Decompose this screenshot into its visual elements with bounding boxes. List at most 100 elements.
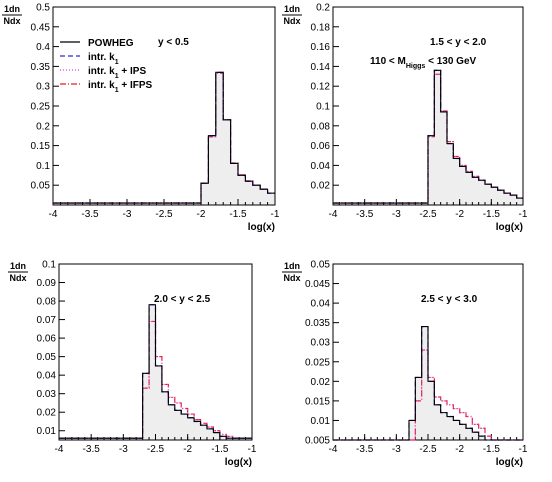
series-powheg <box>333 69 523 204</box>
y-axis-label-numerator: 1dn <box>10 261 26 271</box>
y-tick-label: 0.25 <box>31 102 51 113</box>
y-axis-label-denominator: Ndx <box>9 273 26 283</box>
x-tick-label: -4 <box>55 444 64 455</box>
y-tick-label: 0.06 <box>311 141 331 152</box>
y-tick-label: 0.18 <box>311 22 331 33</box>
series-powheg <box>333 326 523 441</box>
x-axis-label: log(x) <box>496 457 523 468</box>
y-tick-label: 0.03 <box>37 389 57 400</box>
panel-bottom-right: -4 -3.5 -3 -2.5 -2 -1.5 -1 0.005 0.01 0.015 0.02 0.… <box>282 260 528 468</box>
y-tick-label: 0.09 <box>37 278 57 289</box>
x-tick-label: -3.5 <box>356 209 374 220</box>
y-tick-label: 0.025 <box>305 357 330 368</box>
y-axis-label-denominator: Ndx <box>283 16 300 26</box>
x-tick-label: -1.5 <box>483 444 501 455</box>
y-tick-label: 0.045 <box>305 279 330 290</box>
y-tick-label: 0.06 <box>37 334 57 345</box>
y-tick-label: 0.2 <box>316 3 330 14</box>
legend-label: intr. k1 + IFPS <box>88 80 153 94</box>
panel-title: 2.5 < y < 3.0 <box>421 294 478 305</box>
x-tick-label: -4 <box>49 209 58 220</box>
y-tick-label: 0.08 <box>37 297 57 308</box>
powheg-fill <box>333 326 523 440</box>
x-axis-label: log(x) <box>496 222 523 233</box>
y-tick-label: 0.035 <box>305 318 330 329</box>
legend-label: intr. k1 + IPS <box>88 66 146 80</box>
x-tick-label: -1.5 <box>483 209 501 220</box>
panel-title: y < 0.5 <box>158 37 189 48</box>
powheg-fill <box>53 72 275 205</box>
x-tick-label: -3.5 <box>81 209 99 220</box>
y-axis-label-numerator: 1dn <box>284 4 300 14</box>
x-axis-label: log(x) <box>225 457 252 468</box>
y-tick-label: 0.02 <box>37 408 57 419</box>
x-tick-label: -2 <box>183 444 192 455</box>
x-tick-label: -1.5 <box>229 209 247 220</box>
y-tick-label: 0.16 <box>311 42 331 53</box>
panel-top-right: -4 -3.5 -3 -2.5 -2 -1.5 -1 0.02 0.04 0.06 0.08 0.1 0… <box>282 3 528 233</box>
y-tick-label: 0.15 <box>31 141 51 152</box>
y-tick-label: 0.005 <box>305 436 330 447</box>
y-tick-label: 0.04 <box>311 299 331 310</box>
y-axis-label-numerator: 1dn <box>284 261 300 271</box>
x-axis-label: log(x) <box>248 222 275 233</box>
y-tick-label: 0.14 <box>311 62 331 73</box>
panel-title: 2.0 < y < 2.5 <box>154 294 211 305</box>
x-tick-label: -1.5 <box>211 444 229 455</box>
y-tick-label: 0.3 <box>36 82 50 93</box>
y-tick-label: 0.015 <box>305 396 330 407</box>
x-tick-label: -2 <box>197 209 206 220</box>
x-tick-label: -2 <box>455 444 464 455</box>
powheg-fill <box>59 304 252 440</box>
y-tick-label: 0.05 <box>37 352 57 363</box>
y-tick-label: 0.03 <box>311 338 331 349</box>
x-tick-label: -3.5 <box>83 444 101 455</box>
y-axis-label-denominator: Ndx <box>3 16 20 26</box>
x-tick-label: -3.5 <box>356 444 374 455</box>
y-tick-label: 0.5 <box>36 3 50 14</box>
x-tick-label: -2.5 <box>147 444 165 455</box>
series-powheg <box>59 304 252 439</box>
y-tick-label: 0.04 <box>311 161 331 172</box>
legend-label: intr. k1 <box>88 52 119 66</box>
x-tick-label: -2 <box>455 209 464 220</box>
y-tick-label: 0.12 <box>311 82 331 93</box>
y-tick-label: 0.05 <box>311 260 331 271</box>
x-tick-label: -4 <box>329 209 338 220</box>
y-tick-label: 0.01 <box>37 426 57 437</box>
x-tick-label: -2.5 <box>155 209 173 220</box>
x-tick-label: -1 <box>248 444 257 455</box>
panel-title: 1.5 < y < 2.0 <box>430 37 487 48</box>
y-tick-label: 0.05 <box>31 181 51 192</box>
y-axis-label-denominator: Ndx <box>283 273 300 283</box>
panel-top-left: -4 -3.5 -3 -2.5 -2 -1.5 -1 0.05 0.1 0.15 0.2 0.25 0.… <box>2 3 280 233</box>
x-tick-label: -1 <box>519 209 528 220</box>
x-tick-label: -1 <box>519 444 528 455</box>
y-tick-label: 0.2 <box>36 121 50 132</box>
y-tick-label: 0.02 <box>311 377 331 388</box>
x-tick-label: -3 <box>123 209 132 220</box>
x-tick-label: -3 <box>392 209 401 220</box>
y-axis-label-numerator: 1dn <box>4 4 20 14</box>
y-tick-label: 0.45 <box>31 22 51 33</box>
series-powheg <box>53 71 275 204</box>
y-tick-label: 0.4 <box>36 42 50 53</box>
legend-label: POWHEG <box>88 38 134 49</box>
x-tick-label: -4 <box>329 444 338 455</box>
y-tick-label: 0.1 <box>36 161 50 172</box>
y-tick-label: 0.35 <box>31 62 51 73</box>
x-tick-label: -3 <box>119 444 128 455</box>
y-tick-label: 0.01 <box>311 416 331 427</box>
x-tick-label: -1 <box>271 209 280 220</box>
y-tick-label: 0.1 <box>316 102 330 113</box>
y-tick-label: 0.02 <box>311 181 331 192</box>
y-tick-label: 0.08 <box>311 121 331 132</box>
y-tick-label: 0.1 <box>42 260 56 271</box>
panel-bottom-left: -4 -3.5 -3 -2.5 -2 -1.5 -1 0.01 0.02 0.03 0.04 0.05… <box>8 260 257 468</box>
y-tick-label: 0.04 <box>37 371 57 382</box>
x-tick-label: -3 <box>392 444 401 455</box>
panel-subtitle: 110 < MHiggs < 130 GeV <box>370 56 477 70</box>
